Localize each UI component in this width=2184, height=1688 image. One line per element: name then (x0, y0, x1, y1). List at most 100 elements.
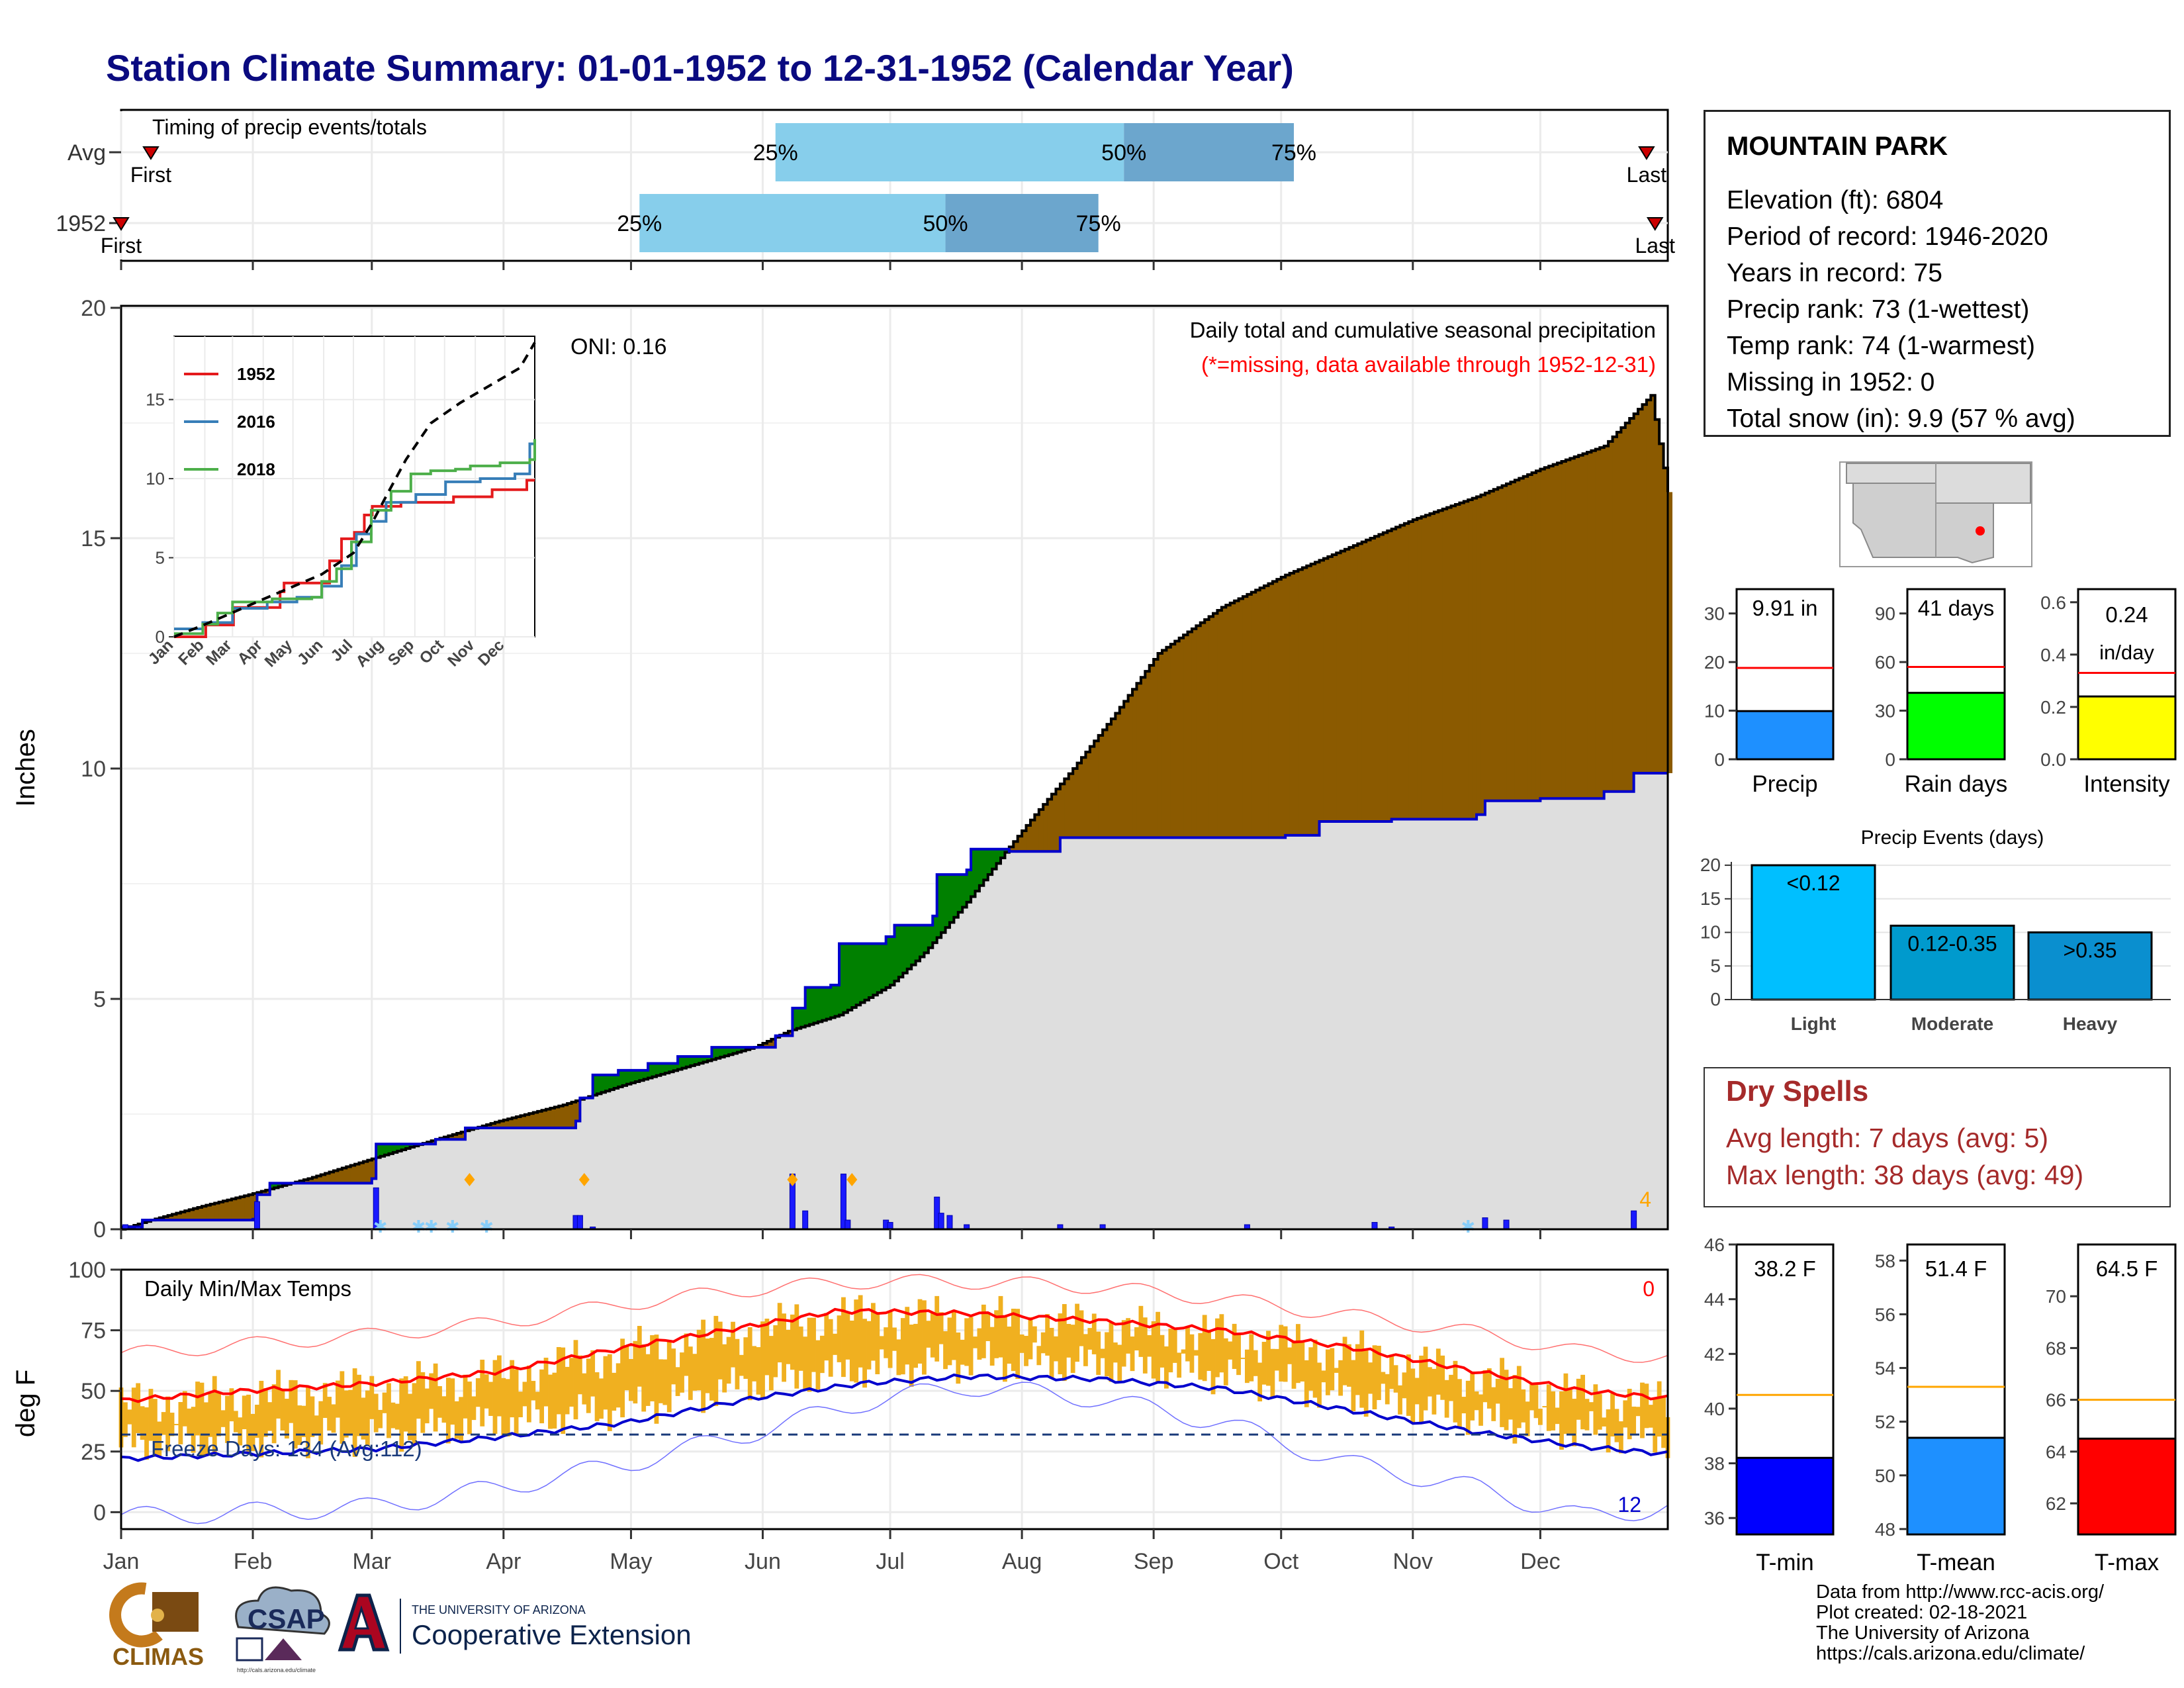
surplus-band (397, 1144, 402, 1151)
daily-temp-range-bar (862, 1319, 867, 1388)
deficit-band (1208, 616, 1214, 838)
daily-temp-range-bar (373, 1393, 379, 1432)
surplus-band (809, 987, 815, 1025)
daily-temp-range-bar (1054, 1336, 1058, 1362)
daily-precip-bar (946, 1215, 953, 1230)
daily-temp-range-bar (127, 1409, 132, 1425)
deficit-band (771, 1039, 776, 1048)
daily-temp-range-bar (191, 1407, 196, 1453)
daily-temp-range-bar (586, 1358, 591, 1413)
surplus-band (962, 874, 968, 908)
events-category-label: Heavy (2063, 1013, 2118, 1034)
deficit-band (1238, 598, 1244, 838)
deficit-band (325, 1173, 330, 1184)
summary-y-tick-label: 42 (1704, 1344, 1725, 1364)
timing-pct-label: 25% (753, 140, 798, 165)
deficit-band (1489, 491, 1494, 801)
daily-temp-range-bar (1011, 1309, 1016, 1372)
daily-temp-range-bar (709, 1338, 714, 1401)
daily-temp-range-bar (1045, 1314, 1050, 1356)
surplus-band (401, 1144, 406, 1150)
daily-temp-range-bar (1100, 1348, 1105, 1358)
summary-y-tick-label: 38 (1704, 1454, 1725, 1474)
logos-svg: CLIMAS CSAP http://cals.arizona.edu/clim… (109, 1582, 692, 1673)
daily-temp-range-bar (514, 1369, 519, 1435)
daily-temp-range-bar (951, 1309, 956, 1360)
last-event-label: Last (1627, 163, 1667, 187)
timing-row-label: Avg (68, 140, 106, 165)
surplus-band (852, 943, 857, 1008)
summary-y-tick-label: 0.4 (2040, 645, 2066, 665)
daily-temp-range-bar (561, 1347, 566, 1434)
month-tick-label: Oct (1263, 1549, 1298, 1574)
daily-temp-range-bar (1546, 1384, 1551, 1431)
daily-temp-range-bar (1470, 1371, 1475, 1421)
first-event-marker (113, 217, 130, 231)
daily-temp-range-bar (1308, 1347, 1314, 1391)
deficit-band (355, 1164, 360, 1184)
deficit-band (1047, 799, 1052, 852)
temps-y-tick-label: 25 (81, 1440, 106, 1465)
daily-temp-range-bar (624, 1345, 629, 1391)
deficit-band (1315, 562, 1320, 835)
deficit-band (1089, 746, 1095, 838)
daily-temp-range-bar (1079, 1310, 1084, 1346)
summary-value-label: 9.91 in (1752, 596, 1817, 620)
daily-temp-range-bar (1597, 1393, 1602, 1430)
deficit-band (320, 1174, 326, 1184)
timing-pct-label: 75% (1271, 140, 1316, 165)
surplus-band (380, 1144, 385, 1156)
summary-bar (1735, 1456, 1835, 1536)
daily-temp-range-bar (870, 1303, 876, 1361)
daily-temp-range-bar (535, 1391, 540, 1410)
daily-temp-range-bar (565, 1366, 570, 1415)
daily-temp-range-bar (934, 1295, 940, 1362)
daily-temp-range-bar (255, 1405, 259, 1438)
daily-temp-range-bar (1121, 1320, 1126, 1367)
summary-y-tick-label: 50 (1875, 1466, 1895, 1486)
deficit-band (1544, 467, 1549, 799)
daily-temp-range-bar (1321, 1370, 1326, 1383)
daily-temp-range-bar (658, 1359, 663, 1403)
deficit-band (1574, 457, 1579, 799)
surplus-band (614, 1074, 619, 1089)
daily-temp-range-bar (926, 1321, 931, 1348)
deficit-band (1128, 695, 1133, 838)
daily-temp-range-bar (1317, 1362, 1322, 1408)
deficit-band (363, 1161, 368, 1184)
deficit-band (431, 1141, 436, 1145)
deficit-band (541, 1110, 547, 1128)
daily-temp-range-bar (1312, 1339, 1318, 1398)
daily-temp-range-bar (1028, 1317, 1033, 1360)
daily-temp-range-bar (684, 1333, 689, 1376)
surplus-band (792, 1008, 797, 1030)
credits-university: The University of Arizona (1816, 1622, 2030, 1644)
daily-temp-range-bar (361, 1397, 366, 1440)
deficit-band (1234, 600, 1240, 838)
daily-temp-range-bar (671, 1348, 676, 1385)
summary-y-tick-label: 36 (1704, 1508, 1725, 1528)
daily-temp-range-bar (922, 1300, 927, 1375)
daily-temp-range-bar (1385, 1374, 1390, 1405)
deficit-band (567, 1103, 572, 1128)
deficit-band (537, 1111, 543, 1128)
daily-temp-range-bar (629, 1358, 633, 1401)
deficit-band (1017, 836, 1023, 852)
month-tick-label: Jul (876, 1549, 904, 1574)
deficit-band (1124, 701, 1129, 838)
daily-temp-range-bar (1075, 1303, 1079, 1362)
daily-temp-range-bar (747, 1327, 752, 1401)
deficit-band (1514, 480, 1520, 801)
surplus-band (847, 943, 852, 1010)
surplus-band (656, 1063, 661, 1076)
daily-temp-range-bar (798, 1326, 803, 1371)
daily-temp-range-bar (1491, 1387, 1496, 1421)
daily-temp-range-bar (837, 1315, 842, 1362)
surplus-band (882, 943, 887, 990)
daily-temp-range-bar (1338, 1360, 1343, 1396)
daily-temp-range-bar (1236, 1334, 1241, 1376)
surplus-band (592, 1074, 598, 1096)
deficit-band (1170, 644, 1175, 838)
daily-precip-bar (1503, 1219, 1510, 1230)
